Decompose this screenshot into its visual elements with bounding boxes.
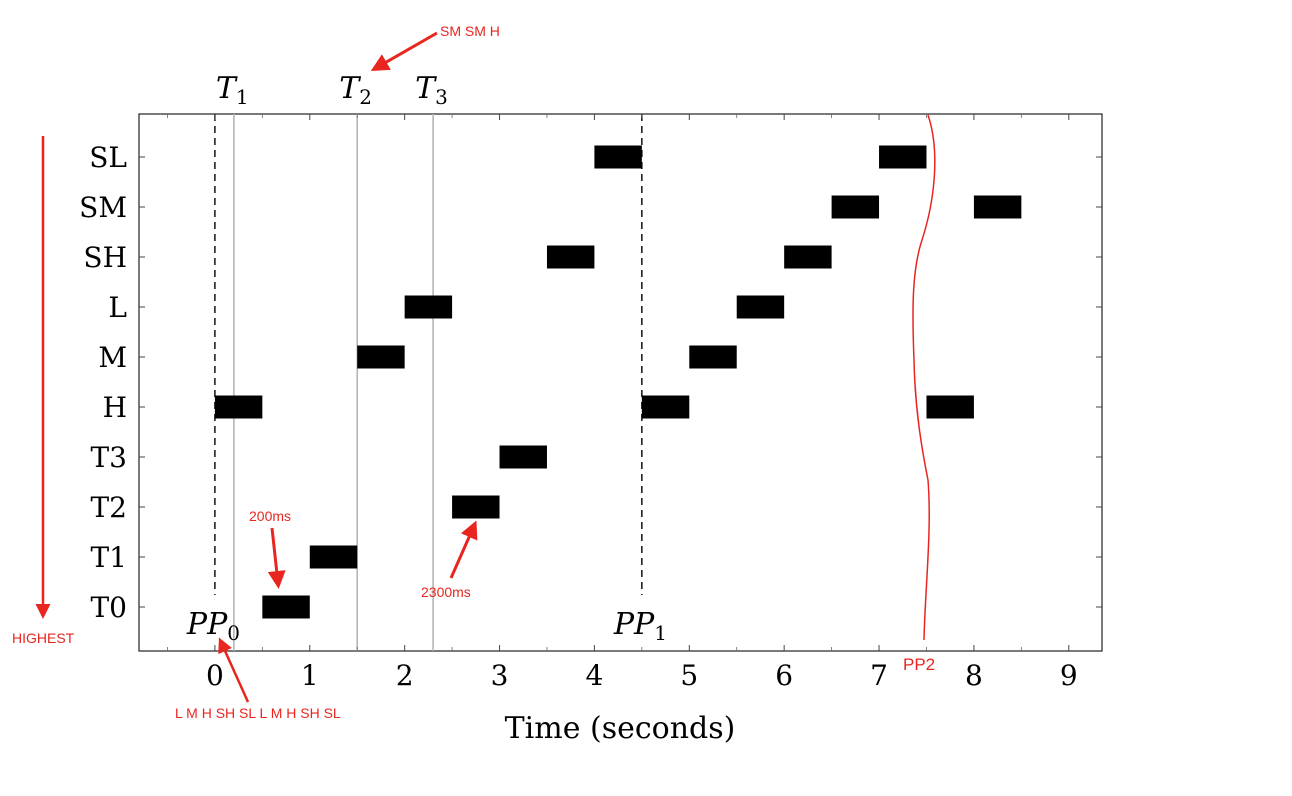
note-2300ms-arrow [449,520,478,579]
x-tick-label: 7 [870,659,888,692]
y-tick-label: SM [79,191,127,224]
task-bar-sh [784,245,832,269]
x-tick-label: 9 [1060,659,1078,692]
y-tick-label: L [108,291,127,324]
task-bar-sl [879,145,927,169]
task-bar-t3 [499,445,547,469]
annotation-layer: SM SM H HIGHEST 200ms 2300ms L M H SH SL… [12,23,936,721]
x-tick-label: 8 [965,659,983,692]
bars-layer [214,145,1022,619]
bottom-note: L M H SH SL L M H SH SL [175,705,341,721]
labels-layer: 0 1 2 3 4 5 6 7 8 9 T0 T1 T2 T3 HML SH SM SL [79,141,1078,692]
top-note: SM SM H [440,23,500,39]
task-bar-t1 [309,545,358,569]
marker-lines-layer: T1 T2 T3 [216,71,448,651]
pp-label: PP1 [613,607,667,645]
task-bar-h [926,395,974,419]
x-tick-label: 4 [585,659,603,692]
pp-lines-layer: PP0 PP1 [186,114,667,645]
x-tick-label: 2 [396,659,414,692]
y-tick-label: T3 [91,441,128,474]
x-axis-title: Time (seconds) [505,711,736,746]
ticks-layer [139,114,1102,651]
task-bar-sl [594,145,642,169]
bottom-note-arrow [218,637,250,703]
note-200ms-arrow [267,527,286,589]
task-bar-t0 [262,595,310,619]
x-tick-label: 6 [775,659,793,692]
task-bar-h [641,395,690,419]
task-bar-l [736,295,785,319]
marker-label: T2 [339,71,372,109]
note-2300ms: 2300ms [421,584,471,600]
priority-note: HIGHEST [12,630,75,646]
marker-label: T3 [415,71,448,109]
x-tick-label: 5 [680,659,698,692]
pp2-curve [912,114,936,641]
y-tick-label: SH [83,241,127,274]
task-bar-sm [973,195,1022,219]
task-bar-h [214,395,263,419]
y-tick-label: H [103,391,127,424]
pp2-label: PP2 [903,655,935,674]
top-note-arrow [370,31,438,71]
task-bar-m [689,345,737,369]
x-tick-label: 1 [301,659,319,692]
y-tick-label: T0 [91,591,128,624]
y-tick-label: SL [89,141,127,174]
pp-label: PP0 [186,607,240,645]
task-bar-sm [831,195,880,219]
task-bar-m [357,345,405,369]
marker-label: T1 [216,71,249,109]
x-tick-label: 3 [491,659,509,692]
task-bar-t2 [452,495,500,519]
y-tick-label: T1 [91,541,128,574]
y-tick-label: T2 [91,491,128,524]
y-tick-label: M [98,341,127,374]
x-tick-label: 0 [206,659,224,692]
task-bar-sh [546,245,595,269]
plot-frame [138,113,1103,652]
task-bar-l [404,295,453,319]
note-200ms: 200ms [249,508,291,524]
